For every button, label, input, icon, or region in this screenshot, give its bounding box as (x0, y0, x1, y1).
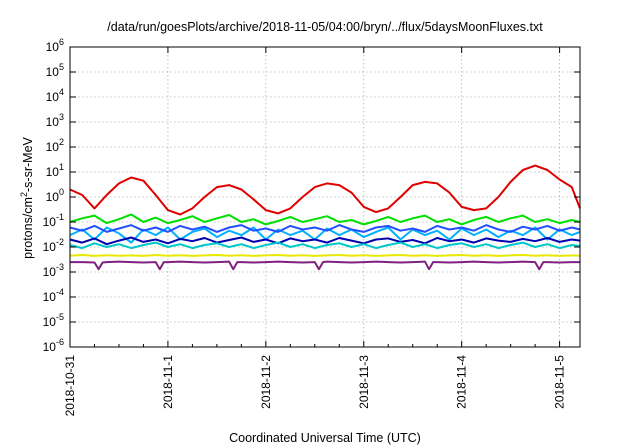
y-tick-label: 10-4 (43, 287, 64, 304)
y-axis-label-unit: protons/cm (21, 197, 35, 259)
x-tick-label: 2018-11-3 (357, 355, 371, 409)
y-tick-label: 102 (46, 137, 64, 154)
x-tick-label: 2018-11-5 (553, 355, 567, 409)
series-line-8 (70, 260, 580, 271)
y-tick-label: 106 (46, 37, 64, 54)
x-tick-label: 2018-11-1 (161, 355, 175, 409)
series-line-6 (69, 241, 581, 250)
x-tick-label: 2018-11-2 (259, 355, 273, 409)
y-tick-label: 105 (46, 62, 64, 79)
y-axis-label-exponent: 2 (19, 192, 29, 197)
series-line-7 (69, 254, 581, 257)
y-tick-label: 10-1 (43, 212, 64, 229)
chart-title: /data/run/goesPlots/archive/2018-11-05/0… (107, 20, 543, 34)
y-tick-label: 10-2 (43, 237, 64, 254)
y-tick-label: 10-6 (43, 337, 64, 354)
x-axis-label: Coordinated Universal Time (UTC) (229, 431, 421, 445)
grid (70, 47, 580, 347)
x-axis: 2018-10-31 2018-11-1 2018-11-2 2018-11-3 201… (63, 47, 567, 416)
x-tick-label: 2018-11-4 (455, 355, 469, 409)
series-group (69, 164, 581, 271)
y-tick-label: 100 (46, 187, 64, 204)
y-axis: 10-6 10-5 10-4 10-3 10-2 10-1 100 101 102 103 104 1… (43, 37, 580, 354)
series-line-1 (69, 164, 581, 216)
y-axis-label: protons/cm2-s-sr-MeV (19, 136, 35, 258)
y-axis-label-rest: -s-sr-MeV (21, 136, 35, 192)
y-tick-label: 10-3 (43, 262, 64, 279)
series-line-2 (69, 213, 581, 226)
y-tick-label: 103 (46, 112, 64, 129)
series-line-3 (69, 226, 581, 244)
y-tick-label: 101 (46, 162, 64, 179)
series-line-5 (69, 236, 581, 246)
series-line-4 (69, 224, 581, 233)
y-tick-label: 104 (46, 87, 64, 104)
x-tick-label: 2018-10-31 (63, 355, 77, 417)
y-tick-label: 10-5 (43, 312, 64, 329)
